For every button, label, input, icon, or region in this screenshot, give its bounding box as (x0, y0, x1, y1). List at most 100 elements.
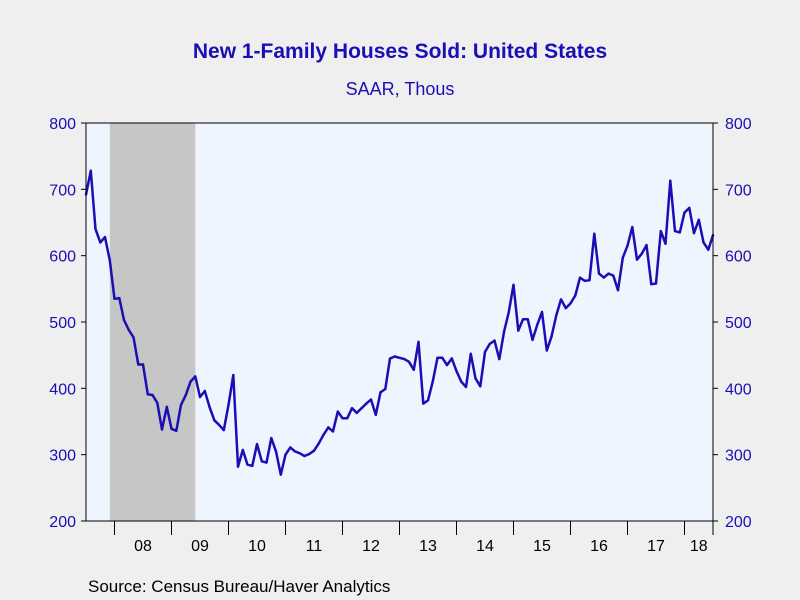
data-point (179, 403, 183, 407)
x-tick-label: 13 (419, 538, 437, 555)
data-point (279, 473, 282, 476)
data-point (270, 436, 273, 440)
data-point (360, 407, 363, 410)
x-tick-label: 08 (134, 538, 152, 555)
data-point (298, 452, 301, 455)
data-point (550, 335, 553, 338)
data-point (578, 276, 582, 279)
data-point (194, 375, 197, 378)
data-point (118, 296, 121, 300)
data-point (616, 289, 620, 292)
y-tick-label-right: 400 (725, 381, 752, 398)
data-point (265, 461, 268, 464)
x-tick-label: 09 (191, 538, 209, 555)
data-point (436, 356, 439, 359)
data-point (403, 357, 406, 361)
data-point (293, 450, 297, 453)
data-point (564, 306, 567, 310)
y-tick-label-left: 200 (49, 514, 76, 531)
data-point (540, 310, 544, 314)
y-tick-label-left: 300 (49, 448, 76, 465)
data-point (308, 452, 311, 456)
data-point (673, 229, 677, 233)
data-point (189, 380, 192, 383)
data-point (640, 252, 643, 255)
data-point (450, 357, 453, 360)
data-point (692, 231, 696, 235)
data-point (445, 363, 449, 367)
data-point (151, 393, 154, 397)
data-point (227, 403, 230, 407)
y-tick-label-right: 200 (725, 514, 752, 531)
source-note: Source: Census Bureau/Haver Analytics (88, 577, 391, 596)
data-point (331, 430, 335, 433)
data-point (602, 276, 605, 279)
data-point (127, 328, 130, 332)
data-point (455, 369, 458, 373)
data-point (232, 373, 235, 377)
data-point (635, 258, 639, 261)
data-point (431, 380, 434, 383)
recession-band (109, 123, 196, 521)
data-point (322, 433, 325, 436)
data-point (355, 411, 358, 415)
data-point (559, 298, 563, 301)
data-point (369, 398, 373, 401)
data-point (260, 460, 263, 463)
data-point (417, 340, 420, 344)
x-tick-label: 12 (362, 538, 380, 555)
data-point (365, 402, 368, 405)
data-point (170, 427, 173, 430)
data-point (156, 401, 159, 405)
data-point (407, 360, 411, 363)
data-point (507, 310, 510, 314)
data-point (697, 218, 700, 221)
data-point (327, 426, 330, 429)
data-point (246, 463, 249, 466)
data-point (222, 428, 225, 432)
x-tick-label: 14 (476, 538, 494, 555)
y-tick-label-left: 500 (49, 315, 76, 332)
data-point (612, 274, 615, 277)
data-point (521, 318, 525, 321)
data-point (393, 355, 396, 358)
x-tick-label: 17 (647, 538, 665, 555)
data-point (94, 227, 97, 231)
data-point (398, 356, 401, 359)
data-point (412, 368, 415, 371)
data-point (702, 241, 705, 244)
data-point (659, 229, 662, 233)
data-point (664, 242, 667, 245)
x-tick-label: 11 (306, 538, 323, 555)
data-point (441, 356, 444, 359)
data-point (122, 318, 126, 322)
data-point (146, 393, 149, 396)
data-point (289, 446, 292, 449)
data-point (536, 323, 539, 326)
data-point (213, 419, 216, 422)
data-point (374, 413, 377, 417)
data-point (626, 244, 629, 247)
data-point (474, 377, 477, 380)
data-point (217, 423, 221, 426)
data-point (103, 235, 107, 239)
data-point (683, 211, 686, 214)
data-point (160, 428, 164, 431)
data-point (707, 248, 710, 251)
data-point (512, 283, 515, 287)
data-point (464, 385, 468, 389)
y-tick-label-right: 700 (725, 182, 752, 199)
data-point (678, 231, 681, 234)
data-point (241, 448, 244, 452)
data-point (175, 429, 178, 432)
data-point (650, 283, 653, 286)
data-point (341, 417, 344, 420)
data-point (99, 241, 102, 244)
y-tick-label-right: 600 (725, 249, 752, 266)
data-point (137, 363, 140, 366)
data-point (141, 363, 145, 366)
data-point (208, 405, 211, 409)
data-point (336, 410, 339, 413)
plot-frame (85, 122, 714, 522)
chart-title: New 1-Family Houses Sold: United States (192, 40, 608, 63)
